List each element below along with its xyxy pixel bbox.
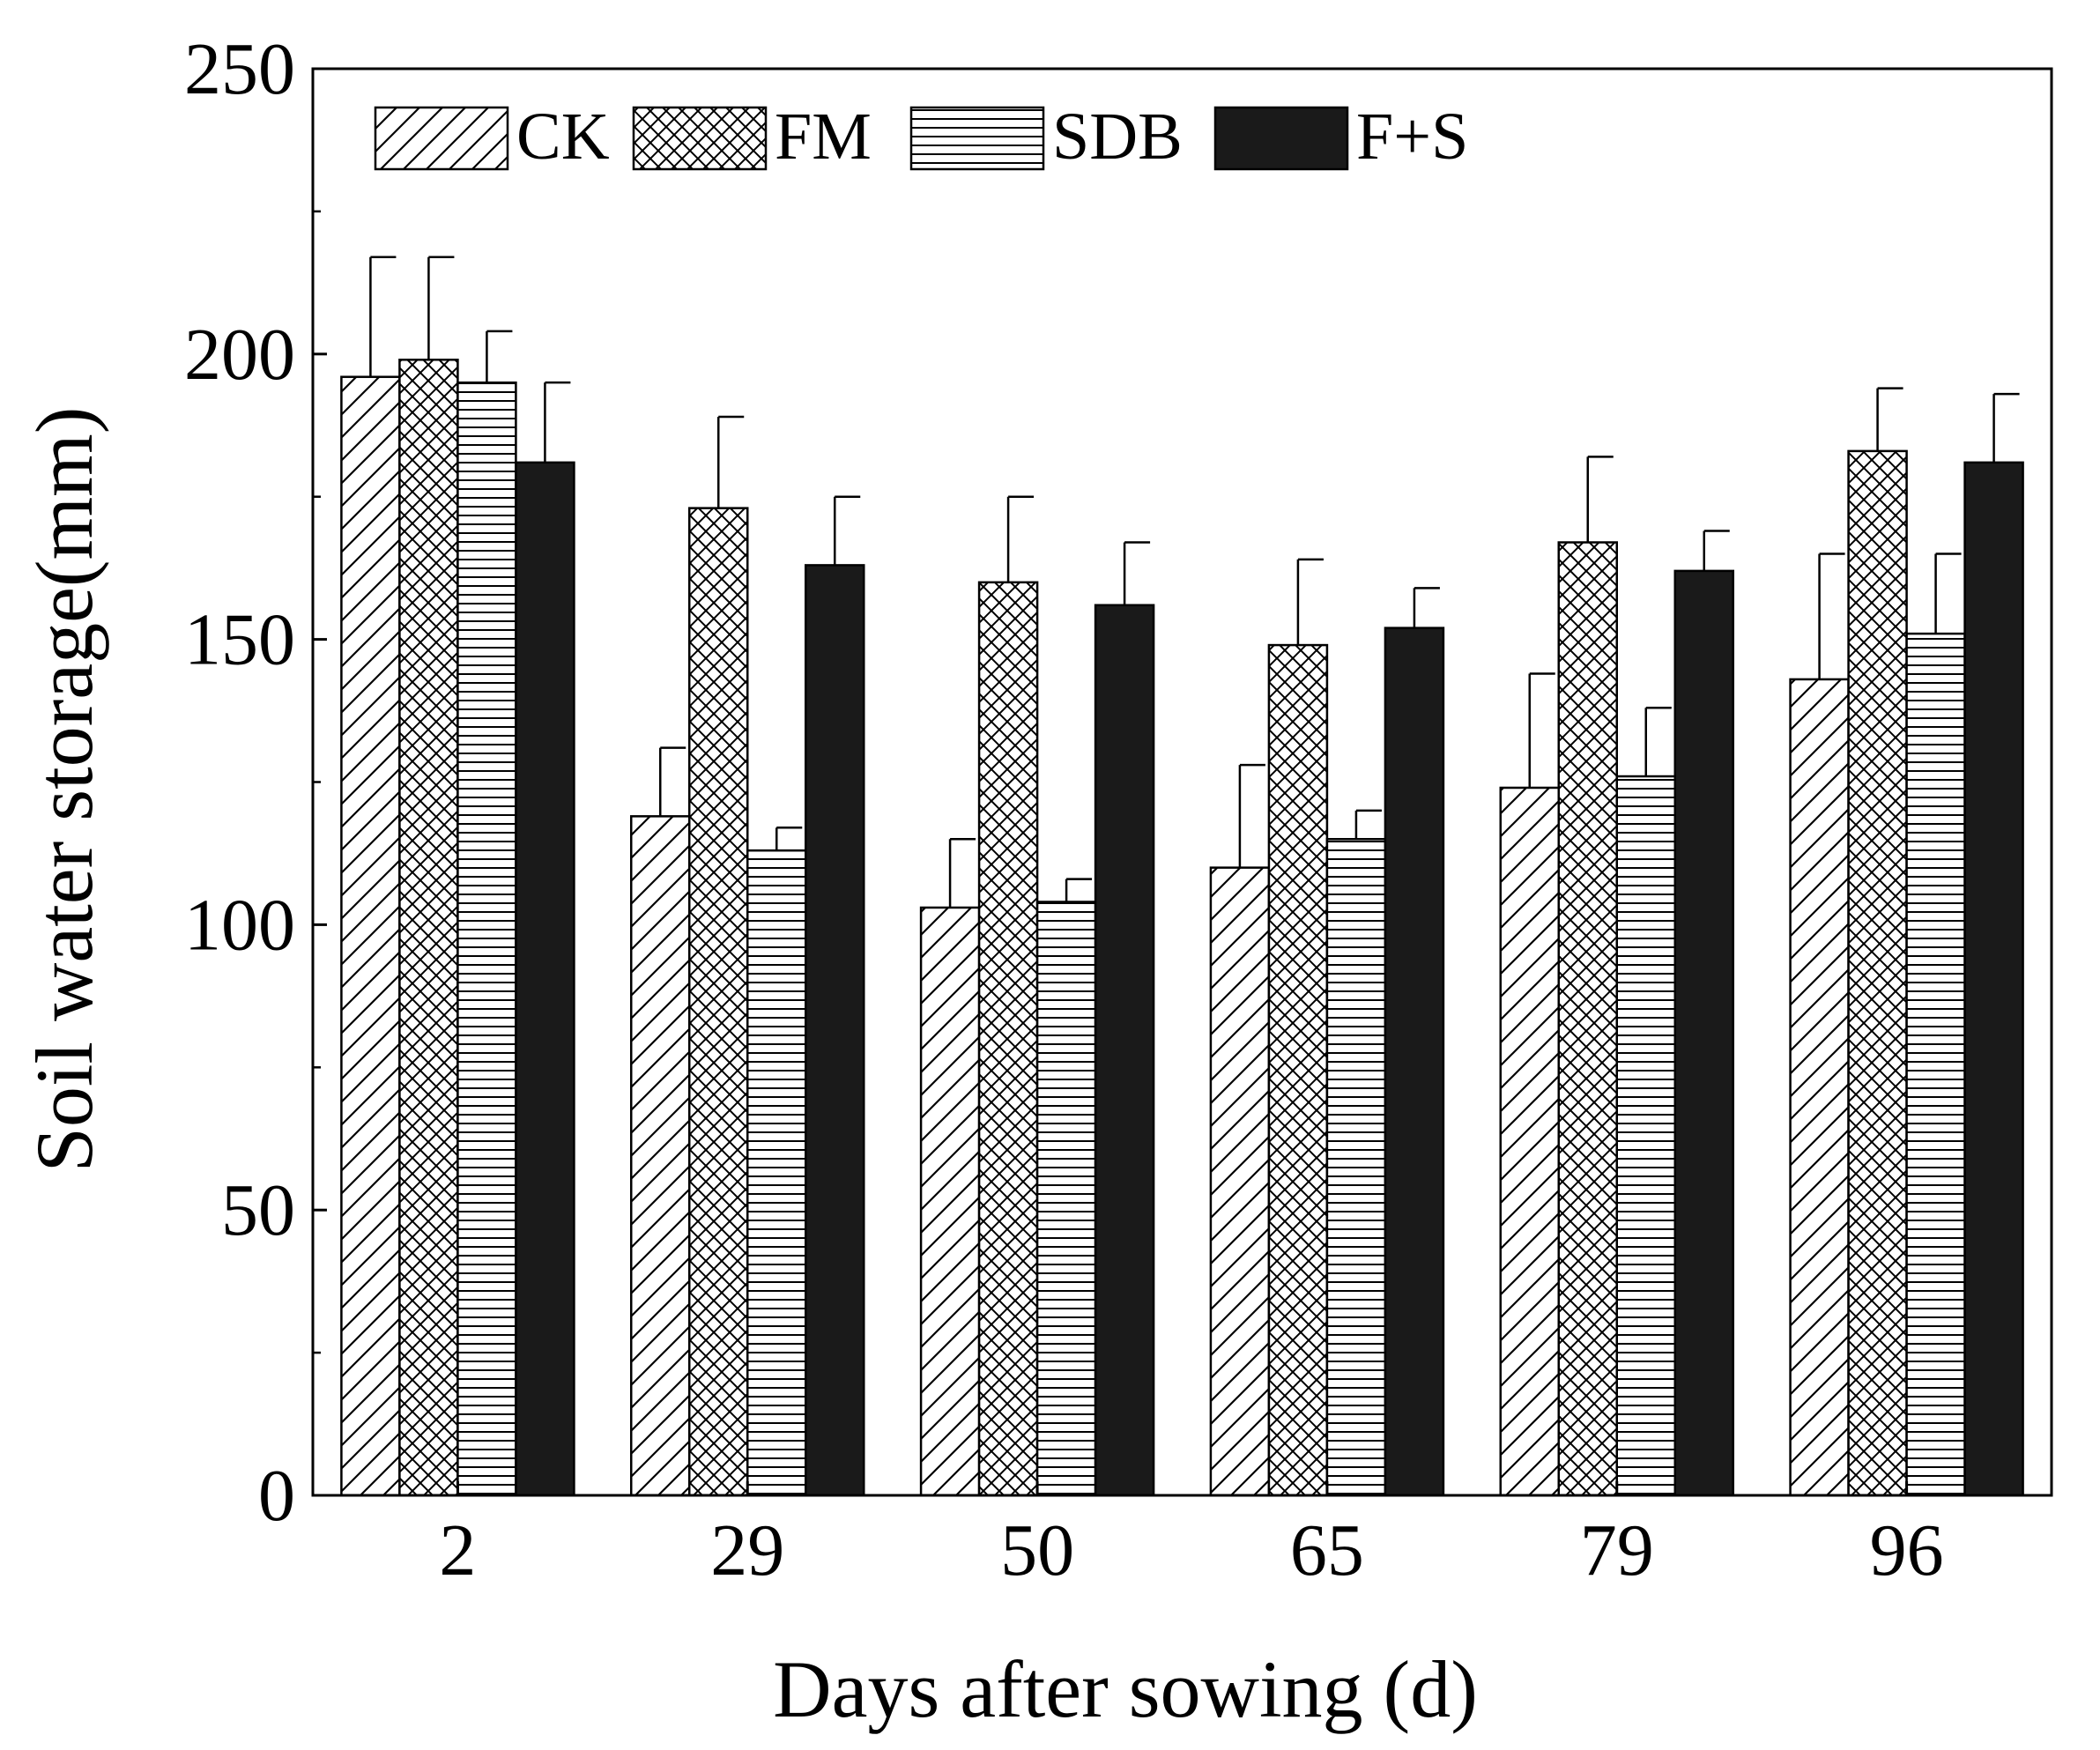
bar-f-s-day-29 (805, 564, 865, 1497)
legend-swatch-f-s (1213, 106, 1349, 171)
y-tick-label: 200 (184, 314, 295, 396)
legend-label-fm: FM (775, 100, 872, 174)
x-tick-label: 50 (1000, 1509, 1074, 1591)
bar-ck-day-79 (1499, 786, 1560, 1497)
y-tick-label: 250 (184, 28, 295, 110)
legend-swatch-ck (374, 106, 509, 171)
bar-fm-day-65 (1267, 643, 1329, 1497)
y-tick-label: 50 (221, 1169, 295, 1251)
legend-swatch-sdb (909, 106, 1045, 171)
y-axis-title: Soil water storage(mm) (19, 407, 109, 1173)
bar-ck-day-65 (1209, 866, 1271, 1497)
x-tick-label: 65 (1290, 1509, 1364, 1591)
x-tick-label: 79 (1580, 1509, 1654, 1591)
y-tick-label: 150 (184, 599, 295, 681)
bar-ck-day-50 (919, 906, 981, 1497)
y-tick-label: 100 (184, 884, 295, 966)
x-tick-label: 29 (710, 1509, 784, 1591)
bar-sdb-day-65 (1325, 838, 1387, 1497)
bar-sdb-day-79 (1615, 775, 1676, 1497)
bar-f-s-day-65 (1384, 627, 1445, 1497)
bar-f-s-day-79 (1673, 569, 1734, 1497)
bar-ck-day-96 (1789, 678, 1850, 1497)
bar-fm-day-50 (977, 581, 1039, 1497)
legend: CK FM SDB F+S (374, 100, 1468, 174)
bar-sdb-day-29 (746, 849, 807, 1497)
x-tick-label: 2 (439, 1509, 476, 1591)
bar-fm-day-29 (688, 507, 749, 1497)
legend-swatch-fm (632, 106, 768, 171)
legend-label-ck: CK (516, 100, 610, 174)
bar-f-s-day-96 (1963, 461, 2024, 1497)
bar-f-s-day-2 (515, 461, 575, 1497)
bar-sdb-day-50 (1035, 901, 1097, 1497)
bar-fm-day-2 (398, 359, 459, 1497)
y-tick-label: 0 (258, 1455, 295, 1537)
legend-label-f-s: F+S (1356, 100, 1468, 174)
x-tick-label: 96 (1870, 1509, 1944, 1591)
plot-layer: 0 50 100 150 200 250 2 29 50 65 79 96 CK FM SDB F+S (184, 28, 2053, 1591)
bar-f-s-day-50 (1094, 604, 1155, 1497)
bar-sdb-day-2 (456, 381, 517, 1497)
x-axis-title: Days after sowing (d) (773, 1644, 1478, 1734)
bar-fm-day-79 (1557, 541, 1618, 1497)
bar-ck-day-29 (630, 815, 691, 1497)
bar-ck-day-2 (340, 375, 401, 1497)
bar-sdb-day-96 (1905, 632, 1966, 1497)
bar-fm-day-96 (1847, 449, 1908, 1497)
legend-label-sdb: SDB (1052, 100, 1183, 174)
